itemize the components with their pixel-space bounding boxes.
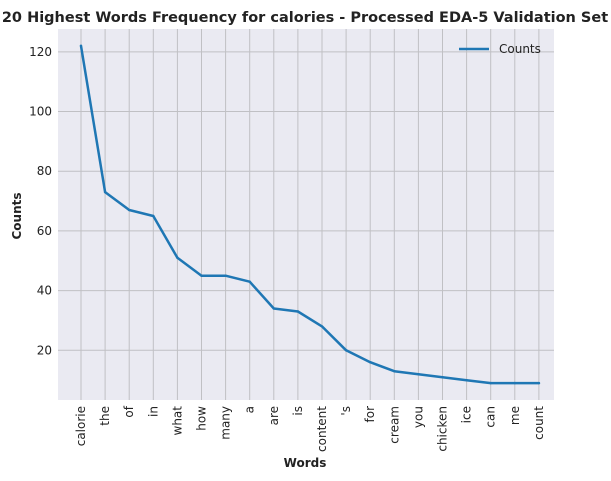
x-tick-label: a [243,406,257,413]
data-point [489,381,492,385]
data-point [128,208,131,212]
y-tick-label: 120 [29,45,52,59]
legend: Counts [459,42,541,56]
y-tick-label: 100 [29,105,52,119]
x-axis-label: Words [284,456,327,470]
grid [58,29,554,400]
data-point [152,214,155,218]
x-tick-label: of [122,405,136,417]
y-tick-label: 80 [37,164,52,178]
y-tick-label: 20 [37,343,52,357]
y-axis: 20 40 60 80 100 120 [29,45,52,357]
x-tick-label: you [411,406,425,428]
data-point [393,369,396,373]
x-tick-label: ice [460,406,474,423]
y-tick-label: 40 [37,284,52,298]
x-tick-label: 's [339,406,353,416]
data-point [272,307,275,310]
x-axis: calorie the of in what how many a are is content 's… [74,405,546,452]
x-tick-label: for [363,406,377,423]
x-tick-label: cream [387,406,401,444]
y-axis-label: Counts [10,192,24,239]
chart-title: 20 Highest Words Frequency for calories … [2,10,608,26]
x-tick-label: can [484,406,498,428]
x-tick-label: me [508,406,522,425]
data-point [79,44,83,48]
x-tick-label: many [219,406,233,440]
legend-label: Counts [499,42,541,56]
x-tick-label: calorie [74,406,88,446]
x-tick-label: in [146,406,160,417]
plot-area [58,29,554,400]
x-tick-label: is [291,406,305,416]
y-tick-label: 60 [37,224,52,238]
x-tick-label: content [315,406,329,452]
data-point [176,256,179,259]
series-layer [79,44,541,385]
data-point [369,361,372,364]
data-point [537,381,541,385]
data-point [513,381,516,385]
data-point [344,349,348,352]
data-point [465,378,468,382]
data-point [103,190,107,194]
data-point [224,274,227,277]
x-tick-label: count [532,406,546,440]
x-tick-label: what [170,406,184,436]
x-tick-label: are [267,406,281,425]
data-point [296,310,300,313]
x-tick-label: the [98,406,112,426]
series-line-counts [79,44,541,385]
data-point [248,280,251,283]
x-tick-label: how [195,406,209,431]
x-tick-label: chicken [436,406,450,452]
data-point [417,372,420,376]
data-point [441,375,444,379]
data-point [320,325,324,328]
data-point [200,274,203,277]
